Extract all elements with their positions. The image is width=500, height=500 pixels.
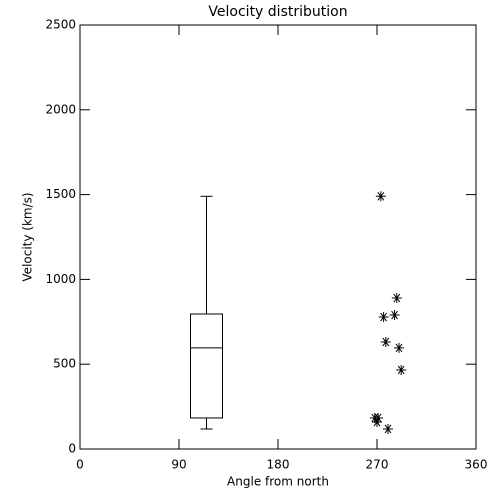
asterisk-point: [373, 412, 384, 423]
asterisk-point: [378, 312, 389, 323]
asterisk-point: [383, 423, 393, 434]
asterisk-point: [394, 342, 404, 353]
y-tick-label: 2000: [45, 102, 76, 116]
plot-frame: [79, 24, 477, 450]
x-tick-label: 90: [171, 458, 186, 472]
x-tick-label: 0: [76, 458, 84, 472]
box-plot: [190, 195, 223, 430]
y-tick-label: 1500: [45, 187, 76, 201]
x-axis-label: Angle from north: [227, 475, 329, 489]
chart-title: Velocity distribution: [208, 4, 347, 20]
asterisk-point: [372, 417, 382, 428]
asterisk-point: [391, 293, 402, 304]
asterisk-point: [389, 310, 400, 321]
y-tick-label: 2500: [45, 18, 76, 32]
y-tick-label: 500: [53, 357, 76, 371]
x-tick-label: 270: [366, 458, 389, 472]
y-tick-label: 0: [68, 442, 76, 456]
y-tick-label: 1000: [45, 272, 76, 286]
box: [190, 313, 223, 419]
x-tick-label: 360: [465, 458, 488, 472]
x-tick-label: 180: [267, 458, 290, 472]
asterisk-point: [380, 336, 391, 347]
y-axis-label: Velocity (km/s): [21, 192, 35, 281]
asterisk-point: [396, 364, 407, 375]
asterisk-point: [375, 191, 386, 202]
